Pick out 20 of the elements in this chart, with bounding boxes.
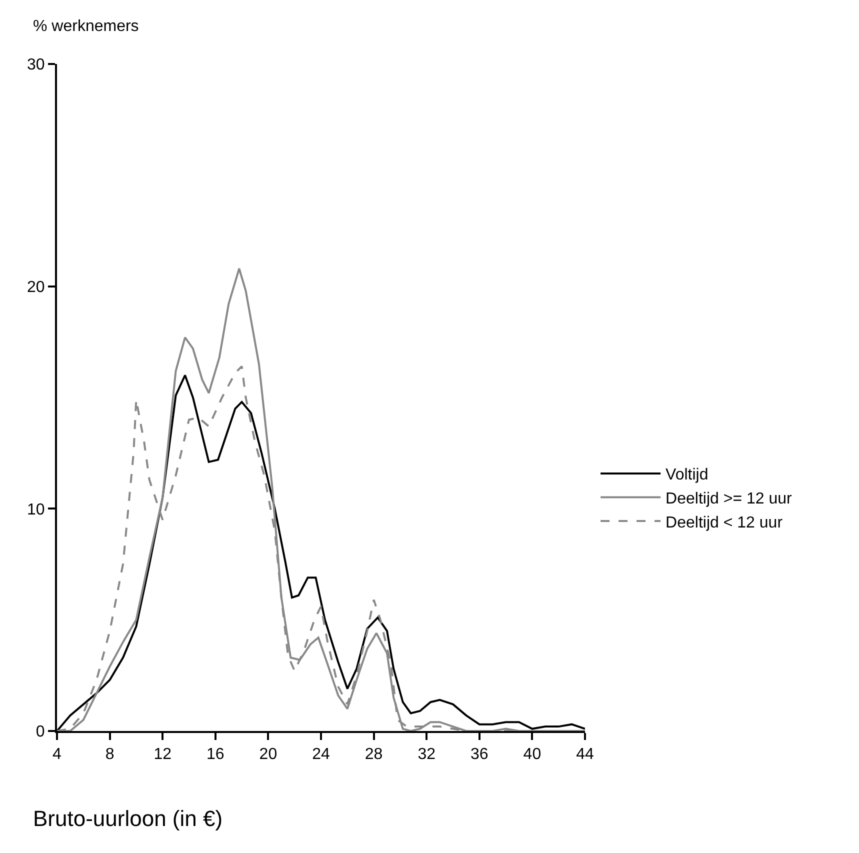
x-tick-label: 20 <box>259 746 278 764</box>
x-tick-label: 28 <box>364 746 383 764</box>
y-tick-label: 10 <box>27 501 45 518</box>
x-tick-label: 24 <box>312 746 330 764</box>
legend-label: Deeltijd < 12 uur <box>666 514 784 532</box>
y-tick-label: 30 <box>27 56 45 74</box>
y-tick-label: 0 <box>36 724 45 741</box>
x-tick-label: 8 <box>105 746 114 764</box>
x-tick-label: 40 <box>523 746 542 764</box>
legend-label: Deeltijd >= 12 uur <box>666 490 793 508</box>
x-tick-label: 4 <box>52 746 62 764</box>
y-tick-label: 20 <box>27 278 45 296</box>
x-tick-label: 36 <box>470 746 488 764</box>
legend-label: Voltijd <box>666 466 708 484</box>
y-axis-title: % werknemers <box>33 18 139 35</box>
x-axis-title: Bruto-uurloon (in €) <box>33 806 223 831</box>
x-tick-label: 12 <box>154 746 172 764</box>
x-tick-label: 32 <box>418 746 436 764</box>
x-tick-label: 44 <box>576 746 594 764</box>
x-tick-label: 16 <box>206 746 224 764</box>
